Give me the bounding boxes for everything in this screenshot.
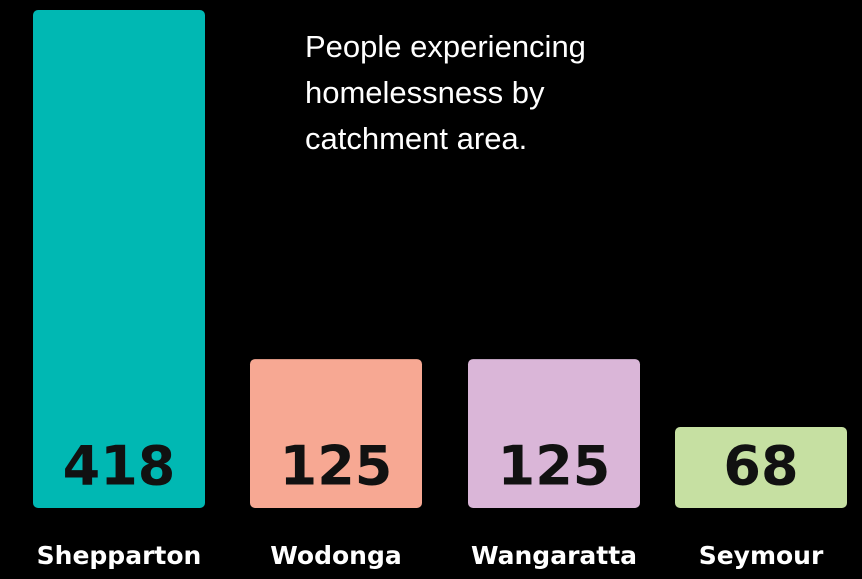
- value-label: 125: [498, 435, 611, 498]
- bar: [250, 359, 422, 508]
- x-tick-label: Wodonga: [270, 541, 402, 570]
- x-tick-label: Shepparton: [37, 541, 202, 570]
- bar: [468, 359, 640, 508]
- x-tick-label: Wangaratta: [471, 541, 637, 570]
- value-label: 418: [63, 435, 176, 498]
- chart-title: People experiencing homelessness by catc…: [305, 29, 586, 156]
- value-label: 68: [723, 435, 798, 498]
- bar: [33, 10, 205, 508]
- value-label: 125: [280, 435, 393, 498]
- bar: [675, 426, 847, 508]
- x-tick-label: Seymour: [699, 541, 824, 570]
